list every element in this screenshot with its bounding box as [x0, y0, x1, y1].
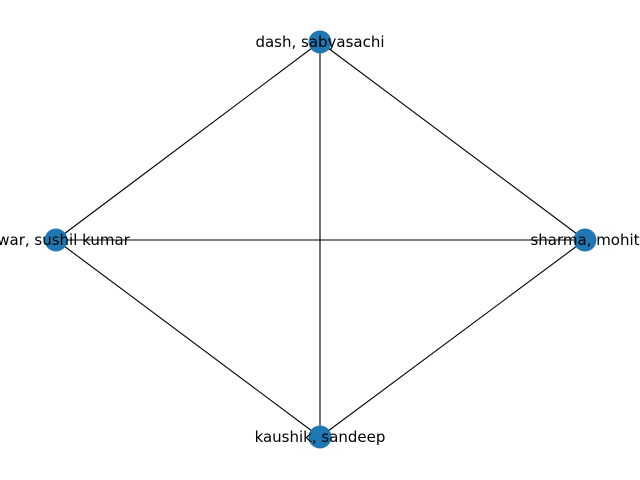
edges-layer [55, 41, 586, 438]
edge-n1-n4 [55, 41, 321, 241]
edge-n2-n3 [319, 239, 586, 438]
node-label-n2: sharma, mohit [530, 231, 639, 249]
node-n3 [308, 425, 332, 449]
node-n2 [573, 228, 597, 252]
node-label-n3: kaushik, sandeep [255, 428, 386, 446]
labels-layer: dash, sabyasachi sharma, mohit kaushik, sa… [0, 33, 640, 446]
nodes-layer [44, 30, 597, 449]
edge-n3-n4 [55, 239, 321, 438]
node-n1 [308, 30, 332, 54]
node-label-n4: tawar, sushil kumar [0, 231, 131, 249]
node-n4 [44, 228, 68, 252]
edge-n1-n2 [319, 41, 586, 241]
node-label-n1: dash, sabyasachi [255, 33, 384, 51]
